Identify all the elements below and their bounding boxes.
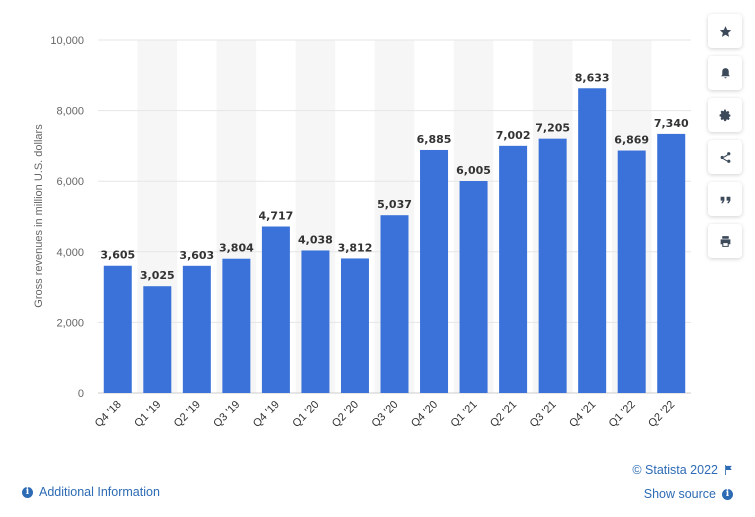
- show-source-link[interactable]: Show source i: [644, 487, 733, 501]
- y-axis-label: Gross revenues in million U.S. dollars: [33, 124, 45, 308]
- info-icon: i: [722, 488, 733, 500]
- bar[interactable]: [222, 258, 251, 393]
- data-label: 3,603: [179, 249, 214, 262]
- info-icon: i: [22, 486, 33, 498]
- y-tick-label: 10,000: [50, 35, 84, 47]
- data-label: 7,340: [654, 117, 689, 130]
- x-tick-label: Q2 '21: [488, 399, 519, 430]
- data-label: 5,037: [377, 198, 412, 211]
- data-label: 4,038: [298, 233, 333, 246]
- x-tick-label: Q1 '22: [607, 399, 638, 430]
- print-icon: [720, 235, 730, 247]
- bar[interactable]: [301, 250, 330, 393]
- bar[interactable]: [499, 145, 528, 393]
- bar[interactable]: [459, 181, 488, 393]
- share-button[interactable]: [708, 140, 742, 174]
- quote-icon: [720, 196, 730, 203]
- share-icon: [720, 151, 730, 163]
- notification-button[interactable]: [708, 56, 742, 90]
- print-button[interactable]: [708, 224, 742, 258]
- copyright-link[interactable]: © Statista 2022: [632, 463, 733, 477]
- x-tick-label: Q2 '19: [172, 399, 203, 430]
- cite-button[interactable]: [708, 182, 742, 216]
- data-label: 7,002: [496, 129, 531, 142]
- data-label: 3,605: [100, 249, 135, 262]
- gear-icon: [719, 109, 730, 121]
- bar[interactable]: [261, 226, 290, 393]
- data-label: 3,804: [219, 242, 254, 255]
- bar[interactable]: [657, 133, 686, 393]
- bar[interactable]: [182, 265, 211, 393]
- data-label: 4,717: [259, 209, 294, 222]
- data-label: 8,633: [575, 71, 610, 84]
- x-tick-label: Q4 '21: [567, 399, 598, 430]
- x-tick-label: Q4 '19: [251, 399, 282, 430]
- x-tick-label: Q1 '21: [449, 399, 480, 430]
- star-icon: [719, 25, 731, 37]
- data-label: 6,869: [614, 134, 649, 147]
- x-tick-label: Q2 '22: [646, 399, 677, 430]
- toolbar: [708, 14, 742, 266]
- bell-icon: [720, 67, 730, 78]
- settings-button[interactable]: [708, 98, 742, 132]
- bar[interactable]: [143, 286, 172, 393]
- x-tick-label: Q4 '20: [409, 399, 440, 430]
- x-tick-label: Q1 '20: [290, 399, 321, 430]
- additional-information-label: Additional Information: [39, 485, 160, 499]
- bar[interactable]: [380, 215, 409, 393]
- data-label: 3,812: [338, 241, 373, 254]
- x-tick-label: Q2 '20: [330, 399, 361, 430]
- bar[interactable]: [340, 258, 369, 393]
- y-tick-label: 6,000: [56, 176, 84, 188]
- y-tick-label: 4,000: [56, 247, 84, 259]
- x-tick-label: Q3 '21: [528, 399, 559, 430]
- bookmark-button[interactable]: [708, 14, 742, 48]
- bar[interactable]: [103, 265, 132, 393]
- bar[interactable]: [578, 88, 607, 393]
- x-tick-label: Q3 '20: [369, 399, 400, 430]
- bar-chart: 0 2,000 4,000 6,000 8,000 10,000 3,605 3,025 3,…: [33, 35, 691, 430]
- y-tick-label: 0: [78, 388, 84, 400]
- x-tick-label: Q4 '18: [93, 399, 124, 430]
- data-label: 6,885: [417, 133, 452, 146]
- data-label: 6,005: [456, 164, 491, 177]
- additional-information-link[interactable]: i Additional Information: [22, 485, 160, 499]
- bar[interactable]: [617, 150, 646, 393]
- x-tick-label: Q1 '19: [132, 399, 163, 430]
- data-label: 3,025: [140, 269, 175, 282]
- y-tick-label: 8,000: [56, 106, 84, 118]
- show-source-label: Show source: [643, 487, 716, 501]
- bar[interactable]: [420, 149, 449, 393]
- data-label: 7,205: [535, 122, 570, 135]
- x-tick-label: Q3 '19: [211, 399, 242, 430]
- y-tick-label: 2,000: [56, 317, 84, 329]
- bar[interactable]: [538, 138, 567, 393]
- flag-icon: [725, 465, 732, 475]
- copyright-text: © Statista 2022: [632, 463, 718, 477]
